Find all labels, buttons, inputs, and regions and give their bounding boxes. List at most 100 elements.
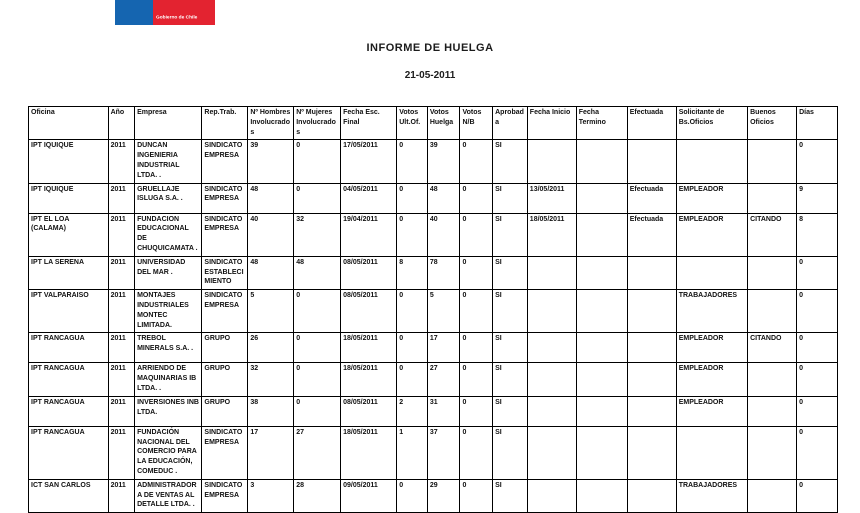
- table-cell: SINDICATO EMPRESA: [201, 139, 249, 184]
- table-cell: [675, 139, 749, 184]
- table-cell: 0: [293, 362, 342, 397]
- table-cell: [626, 425, 677, 480]
- table-cell: 0: [459, 332, 494, 364]
- table-cell: 2011: [107, 478, 136, 513]
- table-cell: 40: [426, 212, 461, 257]
- table-cell: [575, 182, 628, 214]
- table-cell: 32: [247, 362, 295, 397]
- table-cell: 9: [796, 182, 838, 214]
- table-cell: FUNDACIÓN NACIONAL DEL COMERCIO PARA LA …: [134, 425, 203, 480]
- table-cell: [747, 425, 798, 480]
- table-cell: 0: [459, 212, 494, 257]
- table-cell: 8: [796, 212, 838, 257]
- table-cell: 0: [459, 182, 494, 214]
- table-cell: [575, 395, 628, 427]
- table-cell: 0: [293, 139, 342, 184]
- flag-red-block: Gobierno de Chile: [153, 0, 215, 25]
- table-cell: SI: [492, 395, 528, 427]
- table-cell: [747, 139, 798, 184]
- table-cell: 3: [247, 478, 295, 513]
- column-header: Días: [796, 105, 838, 141]
- table-cell: 0: [396, 332, 428, 364]
- table-cell: 0: [796, 139, 838, 184]
- table-cell: 13/05/2011: [526, 182, 577, 214]
- logo-text: Gobierno de Chile: [156, 15, 198, 20]
- table-cell: 0: [293, 289, 342, 334]
- table-cell: 0: [396, 478, 428, 513]
- table-cell: UNIVERSIDAD DEL MAR .: [134, 255, 203, 291]
- column-header: Rep.Trab.: [201, 105, 249, 141]
- column-header: Buenos Oficios: [747, 105, 798, 141]
- table-cell: 8: [396, 255, 428, 291]
- table-cell: SINDICATO EMPRESA: [201, 478, 249, 513]
- table-cell: 0: [796, 395, 838, 427]
- table-row: IPT RANCAGUA 2011 TREBOL MINERALS S.A. . GR…: [28, 332, 838, 364]
- table-cell: 0: [796, 478, 838, 513]
- table-cell: 31: [426, 395, 461, 427]
- column-header: Fecha Esc. Final: [340, 105, 398, 141]
- table-cell: 27: [293, 425, 342, 480]
- table-cell: IPT EL LOA (CALAMA): [28, 212, 109, 257]
- table-cell: [626, 362, 677, 397]
- table-cell: 2011: [107, 332, 136, 364]
- column-header: Aprobada: [492, 105, 528, 141]
- table-cell: TRABAJADORES: [675, 478, 749, 513]
- table-cell: 08/05/2011: [340, 289, 398, 334]
- table-cell: 5: [426, 289, 461, 334]
- report-date: 21-05-2011: [404, 70, 456, 81]
- table-cell: 0: [396, 139, 428, 184]
- table-cell: DUNCAN INGENIERIA INDUSTRIAL LTDA. .: [134, 139, 203, 184]
- table-cell: 48: [426, 182, 461, 214]
- table-cell: [575, 255, 628, 291]
- table-cell: SI: [492, 362, 528, 397]
- column-header: Fecha Inicio: [526, 105, 577, 141]
- table-cell: [526, 425, 577, 480]
- table-cell: SI: [492, 139, 528, 184]
- table-cell: [626, 255, 677, 291]
- table-cell: 2: [396, 395, 428, 427]
- table-cell: [626, 395, 677, 427]
- table-cell: SINDICATO EMPRESA: [201, 212, 249, 257]
- table-cell: GRUPO: [201, 362, 249, 397]
- table-cell: [747, 362, 798, 397]
- table-cell: 0: [459, 362, 494, 397]
- table-cell: IPT RANCAGUA: [28, 395, 109, 427]
- table-cell: [575, 362, 628, 397]
- table-cell: ICT SAN CARLOS: [28, 478, 109, 513]
- table-cell: 78: [426, 255, 461, 291]
- table-cell: [747, 255, 798, 291]
- table-cell: 39: [247, 139, 295, 184]
- table-cell: 0: [796, 425, 838, 480]
- column-header: Solicitante de Bs.Oficios: [675, 105, 749, 141]
- table-cell: 0: [459, 289, 494, 334]
- column-header: Votos Huelga: [426, 105, 461, 141]
- table-cell: 0: [459, 255, 494, 291]
- table-cell: 0: [293, 395, 342, 427]
- table-cell: IPT LA SERENA: [28, 255, 109, 291]
- table-cell: [575, 332, 628, 364]
- table-cell: SI: [492, 478, 528, 513]
- table-cell: [747, 289, 798, 334]
- table-cell: 18/05/2011: [340, 332, 398, 364]
- table-cell: 08/05/2011: [340, 395, 398, 427]
- table-cell: SI: [492, 289, 528, 334]
- table-cell: Efectuada: [626, 212, 677, 257]
- table-cell: FUNDACION EDUCACIONAL DE CHUQUICAMATA .: [134, 212, 203, 257]
- table-cell: [675, 255, 749, 291]
- table-cell: 2011: [107, 212, 136, 257]
- table-cell: [747, 182, 798, 214]
- gobierno-de-chile-logo: Gobierno de Chile: [115, 0, 215, 25]
- table-cell: IPT RANCAGUA: [28, 332, 109, 364]
- table-cell: IPT IQUIQUE: [28, 139, 109, 184]
- table-cell: SI: [492, 212, 528, 257]
- table-cell: [526, 332, 577, 364]
- table-cell: 0: [796, 362, 838, 397]
- table-cell: [575, 212, 628, 257]
- table-cell: 48: [247, 182, 295, 214]
- table-cell: CITANDO: [747, 332, 798, 364]
- column-header: Año: [107, 105, 136, 141]
- table-cell: IPT IQUIQUE: [28, 182, 109, 214]
- table-cell: CITANDO: [747, 212, 798, 257]
- table-cell: SI: [492, 425, 528, 480]
- table-cell: GRUPO: [201, 332, 249, 364]
